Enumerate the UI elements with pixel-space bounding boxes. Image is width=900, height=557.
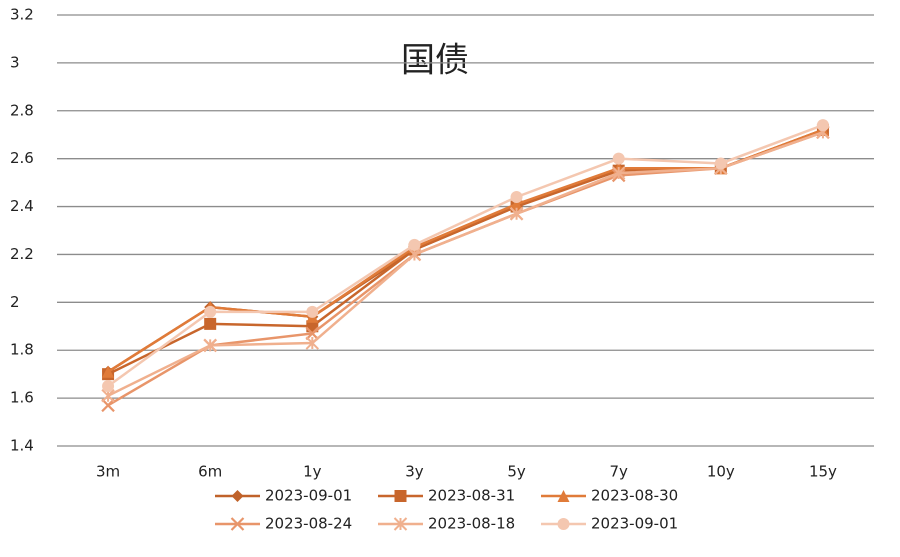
y-tick-label: 2	[10, 293, 20, 311]
chart-title: 国债	[401, 41, 469, 81]
y-tick-label: 2.6	[10, 149, 34, 167]
marker	[101, 398, 115, 413]
y-tick-label: 2.8	[10, 101, 34, 119]
y-tick-label: 3	[10, 53, 20, 71]
legend-label: 2023-08-30	[591, 487, 678, 505]
x-tick-label: 10y	[707, 463, 735, 481]
x-tick-label: 5y	[507, 463, 526, 481]
marker	[204, 317, 217, 330]
x-tick-label: 3m	[96, 463, 120, 481]
marker	[612, 152, 625, 165]
y-tick-label: 2.4	[10, 197, 34, 215]
x-tick-label: 6m	[198, 463, 222, 481]
marker	[204, 305, 217, 318]
legend-label: 2023-08-18	[428, 515, 515, 533]
x-tick-label: 7y	[609, 463, 628, 481]
series-line	[107, 123, 824, 388]
marker	[231, 490, 244, 502]
marker	[557, 490, 570, 502]
x-tick-label: 3y	[405, 463, 424, 481]
x-tick-label: 15y	[809, 463, 837, 481]
marker	[611, 166, 626, 180]
legend-label: 2023-09-01	[591, 515, 678, 533]
marker	[714, 157, 727, 170]
y-tick-label: 1.8	[10, 341, 34, 359]
marker	[306, 305, 319, 318]
legend-label: 2023-08-24	[265, 515, 352, 533]
marker	[557, 518, 570, 530]
marker	[393, 517, 408, 531]
marker	[816, 119, 829, 132]
marker	[510, 198, 523, 211]
legend-label: 2023-09-01	[265, 487, 352, 505]
legend-label: 2023-08-31	[428, 487, 515, 505]
x-tick-label: 1y	[303, 463, 322, 481]
marker	[408, 238, 421, 251]
marker	[102, 380, 115, 393]
marker	[509, 207, 524, 221]
y-tick-label: 1.6	[10, 389, 34, 407]
marker	[510, 190, 523, 203]
y-tick-label: 2.2	[10, 245, 34, 263]
y-tick-label: 3.2	[10, 6, 34, 24]
y-tick-label: 1.4	[10, 437, 34, 455]
marker	[203, 338, 217, 353]
marker	[394, 490, 407, 502]
series-line	[107, 131, 824, 397]
marker	[230, 517, 245, 531]
marker	[305, 336, 320, 350]
marker	[102, 365, 115, 378]
marker	[305, 326, 320, 341]
